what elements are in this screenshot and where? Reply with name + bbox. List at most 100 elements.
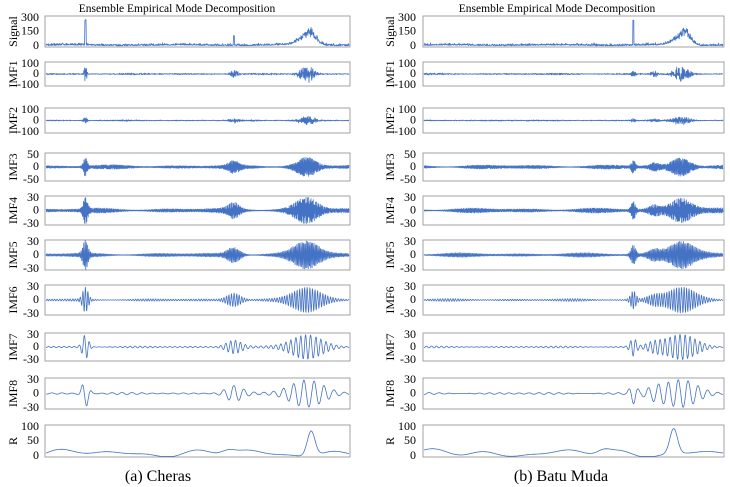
panel-imf7: IMF7 300-30	[383, 327, 725, 366]
series-line-imf4	[45, 197, 350, 224]
tick-label: 50	[27, 433, 39, 447]
chart-title: Ensemble Empirical Mode Decomposition	[459, 3, 656, 15]
tick-label: 100	[398, 102, 416, 116]
tick-label: -30	[23, 306, 39, 320]
tick-label: 0	[33, 339, 39, 353]
tick-label: 30	[27, 327, 39, 341]
series-line-imf3	[45, 157, 350, 177]
panel-imf7: IMF7 300-30	[6, 327, 351, 366]
y-axis-label: IMF3	[6, 153, 20, 180]
panel-imf4: IMF4 300-30	[383, 190, 725, 230]
tick-label: 50	[404, 147, 416, 161]
y-axis-label: IMF1	[383, 60, 397, 87]
series-line-imf5	[45, 239, 350, 270]
series-line-imf3	[423, 157, 724, 177]
tick-label: 0	[33, 66, 39, 80]
tick-label: 0	[33, 202, 39, 216]
tick-label: 30	[27, 279, 39, 293]
tick-label: 0	[33, 247, 39, 261]
tick-label: -50	[400, 172, 416, 186]
series-line-imf2	[45, 116, 350, 126]
panel-frame	[44, 152, 351, 182]
tick-label: 0	[33, 112, 39, 126]
y-axis-label: Signal	[383, 16, 397, 47]
chart-caption: (b) Batu Muda	[514, 468, 608, 485]
tick-label: -30	[400, 261, 416, 275]
panel-frame	[44, 424, 351, 458]
panel-imf8: IMF8 300-30	[383, 372, 725, 414]
panel-frame	[44, 332, 351, 362]
tick-label: 0	[33, 38, 39, 52]
chart-caption: (a) Cheras	[125, 468, 191, 485]
tick-label: -30	[400, 216, 416, 230]
y-axis-label: IMF4	[383, 197, 397, 224]
tick-label: -30	[400, 400, 416, 414]
tick-label: 150	[398, 23, 416, 37]
tick-label: -100	[17, 77, 39, 91]
y-axis-label: IMF1	[6, 60, 20, 87]
panel-imf4: IMF4 300-30	[6, 190, 351, 230]
panel-frame	[422, 332, 725, 362]
series-line-r	[423, 428, 724, 457]
y-axis-label: IMF4	[6, 197, 20, 224]
tick-label: 150	[21, 23, 39, 37]
series-line-imf6	[45, 286, 350, 313]
panel-frame	[44, 284, 351, 316]
tick-label: 0	[410, 448, 416, 462]
series-line-imf8	[424, 379, 724, 408]
panel-frame	[44, 377, 351, 410]
series-line-imf7	[423, 334, 724, 360]
y-axis-label: IMF6	[383, 286, 397, 313]
tick-label: 30	[404, 327, 416, 341]
series-line-imf5	[423, 241, 724, 269]
tick-label: -30	[23, 400, 39, 414]
y-axis-label: IMF6	[6, 286, 20, 313]
tick-label: -100	[394, 124, 416, 138]
y-axis-label: IMF8	[6, 380, 20, 407]
tick-label: 30	[404, 190, 416, 204]
y-axis-label: IMF3	[383, 153, 397, 180]
y-axis-label: IMF5	[383, 241, 397, 268]
chart-title: Ensemble Empirical Mode Decomposition	[79, 3, 276, 15]
tick-label: 300	[398, 10, 416, 24]
panel-imf5: IMF5 300-30	[383, 234, 725, 275]
tick-label: 0	[410, 385, 416, 399]
y-axis-label: IMF2	[383, 107, 397, 134]
tick-label: 100	[398, 56, 416, 70]
tick-label: -30	[400, 306, 416, 320]
series-line-signal	[423, 19, 724, 47]
tick-label: 100	[21, 102, 39, 116]
tick-label: 100	[21, 419, 39, 433]
panel-frame	[422, 107, 725, 134]
tick-label: 0	[410, 292, 416, 306]
panel-imf5: IMF5 300-30	[6, 234, 351, 275]
tick-label: 0	[410, 66, 416, 80]
tick-label: 0	[410, 247, 416, 261]
panel-frame	[422, 239, 725, 271]
panel-frame	[422, 195, 725, 226]
tick-label: 0	[410, 202, 416, 216]
series-line-imf6	[423, 286, 724, 314]
panel-frame	[44, 15, 351, 48]
tick-label: 30	[404, 279, 416, 293]
tick-label: 0	[33, 448, 39, 462]
tick-label: 30	[27, 234, 39, 248]
batu-muda-chart: Ensemble Empirical Mode Decomposition (b)…	[383, 3, 725, 485]
tick-label: 0	[410, 38, 416, 52]
series-line-imf7	[46, 334, 350, 360]
panel-frame	[422, 424, 725, 458]
panel-imf8: IMF8 300-30	[6, 372, 351, 414]
series-line-imf1	[45, 67, 350, 83]
y-axis-label: R	[6, 437, 20, 445]
cheras-chart: Ensemble Empirical Mode Decomposition (a)…	[6, 3, 351, 485]
tick-label: 0	[410, 159, 416, 173]
tick-label: 0	[33, 159, 39, 173]
tick-label: -100	[394, 77, 416, 91]
